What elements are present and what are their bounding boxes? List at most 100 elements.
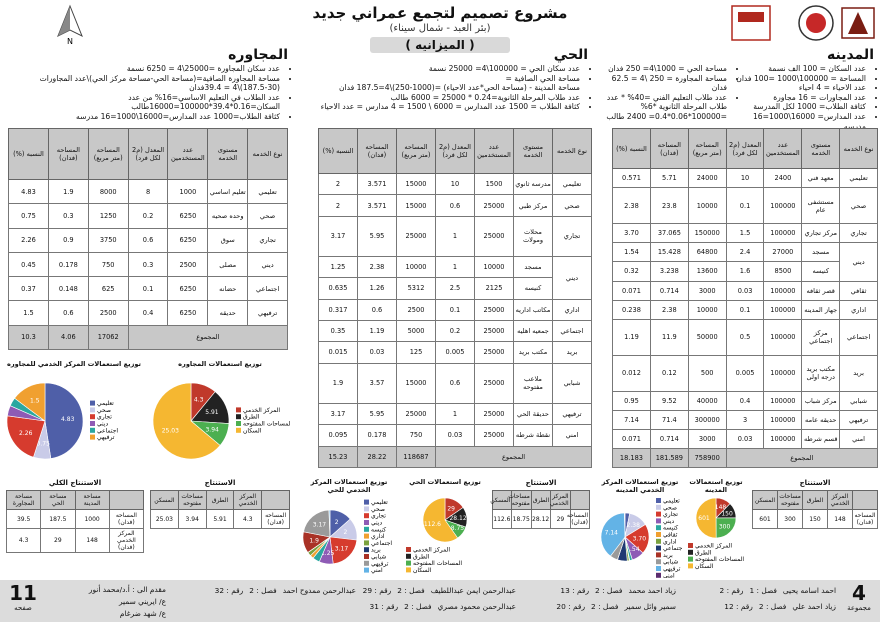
table-cell: 1250: [87, 203, 129, 229]
service-type: تعليمي: [247, 179, 288, 205]
table-cell: 0.9: [47, 227, 89, 253]
table-cell: 37.065: [649, 223, 689, 244]
table-cell: 0.6: [127, 227, 169, 253]
slice-label: 3.94: [205, 427, 219, 434]
table-cell: 1.9: [47, 179, 89, 205]
student-number: رقم : 20: [556, 602, 586, 611]
table-cell: مركز شباب: [801, 390, 841, 411]
table-cell: محلات ومولات: [513, 215, 553, 257]
table-cell: 8: [127, 179, 169, 205]
total-cell: 17062: [87, 324, 129, 351]
table-cell: 9.52: [649, 390, 689, 411]
service-type: صحي: [552, 194, 592, 217]
service-type: صحي: [247, 203, 288, 229]
table-row: امني نقطة شرطه 25000 0.03 750 0.178 0.095: [318, 424, 592, 447]
table-cell: 0.4: [725, 390, 765, 411]
table-cell: 2.26: [8, 227, 49, 253]
table-cell: 2.38: [612, 187, 651, 225]
value-cell: 18.75: [511, 509, 532, 529]
table-cell: 100000: [763, 187, 803, 225]
table-cell: 8500: [763, 261, 803, 282]
service-table: نوع الخدمه مستوى الخدمه عدد المستخدمين المع…: [8, 127, 289, 351]
table-cell: 10000: [687, 187, 727, 225]
students: احمد اسامه يحيى فصل : 1 رقم : 2 زياد احمد ع…: [196, 586, 836, 618]
table-cell: 25000: [396, 215, 436, 257]
table-cell: 3.571: [357, 173, 397, 196]
table-cell: مدرسه ثانوي: [513, 173, 553, 196]
supervisors: مقدم الى : أ.د/محمد أنور ع/ ايريني سمير ع/…: [46, 584, 166, 620]
service-type: تجاري: [839, 223, 878, 244]
bullet: مساحة الحي = 1000\4= 250 فدان: [596, 64, 727, 74]
total-cell: 758900: [687, 447, 727, 469]
table-cell: 0.071: [612, 428, 651, 449]
table-cell: تعليم اساسي: [207, 179, 249, 205]
student-name: عبدالرحمن محمود مصري: [437, 602, 516, 611]
slice-label: 28.12: [449, 515, 466, 522]
bullet: مساحة المجاورة = 250 \4 = 62.5 فدان: [596, 74, 727, 93]
student-name: عبدالرحمن ايمن عبداللطيف: [430, 586, 516, 595]
service-type: اجتماعي: [839, 318, 878, 356]
table-cell: 50000: [687, 318, 727, 356]
bullet-line: عدد المجاورات = 16 مجاورة: [773, 92, 866, 102]
bullet: عدد الطلاب في التعليم الاساسي=16% من عدد…: [4, 93, 280, 112]
header-row: المركز الخدمي الطرق مساحات مفتوحه المسكن: [490, 490, 591, 510]
slice-label: 148: [715, 504, 727, 511]
table-cell: 1.19: [357, 319, 397, 343]
bullet: مساحة المجاورة الصافية=(مساحة الحي-مساحة…: [4, 74, 280, 93]
table-cell: حديقه عامه: [801, 409, 841, 430]
table-cell: 6250: [167, 227, 209, 253]
value-cell: 601: [752, 509, 778, 529]
service-type: تعليمي: [839, 168, 878, 189]
table-cell: 0.2: [435, 319, 475, 343]
column-header: مساحة المجاورة: [5, 490, 42, 510]
table-cell: 0.005: [725, 354, 765, 392]
column-header: النسبه (%): [318, 127, 358, 175]
table-cell: 25000: [474, 402, 514, 426]
pie-svg: 223.171.251.93.17تعليميصحيتجاريدينيكنيسه…: [302, 499, 392, 574]
legend-label: صحي: [371, 506, 385, 513]
section-label: ( الميزانيه ): [370, 37, 510, 53]
pie-slice: [422, 497, 459, 543]
table-cell: 25000: [474, 215, 514, 257]
table-cell: 3.238: [649, 261, 689, 282]
legend-label: صحي: [663, 504, 677, 511]
legend-swatch: [688, 543, 693, 548]
legend-label: شبابي: [371, 554, 386, 561]
legend-swatch: [656, 559, 661, 565]
table-cell: مركز اجتماعي: [801, 318, 841, 356]
legend-swatch: [406, 567, 411, 573]
table-cell: 1: [435, 215, 475, 257]
student-name: زياد احمد علي: [792, 602, 836, 611]
table-row: ديني مسجد 10000 1 10000 2.38 1.25: [318, 255, 592, 300]
bullet-line: كثافة الطلاب= 1000 لكل المدرسة: [753, 102, 866, 112]
table-row: ترفيهي حديقة الحي 25000 1 25000 5.95 3.17: [318, 402, 592, 426]
table-cell: 0.03: [725, 280, 765, 301]
section-title: المجاوره: [228, 47, 288, 63]
slice-label: 1.54: [626, 546, 640, 553]
legend-swatch: [364, 554, 369, 559]
service-type: ديني: [839, 242, 878, 282]
table-cell: 0.03: [725, 428, 765, 449]
corner-cell: [261, 490, 290, 510]
column-header: المساحه (متر مربع): [396, 127, 436, 175]
column-header: مساحة المدينة: [74, 490, 110, 510]
bullet-line: عدد السكان = 100 الف نسمة: [768, 64, 866, 73]
table-cell: 0.178: [357, 424, 397, 447]
bullet-line: عدد سكان المجاورة =25000\4 = 6250 نسمة: [126, 64, 280, 73]
table-row: ديني مصلى 2500 0.3 750 0.178 0.45: [8, 251, 288, 278]
table-cell: 625: [87, 276, 129, 302]
slice-label: 5.91: [205, 409, 219, 416]
table-cell: 71.4: [649, 409, 689, 430]
header-row: نوع الخدمه مستوى الخدمه عدد المستخدمين المع…: [318, 127, 592, 175]
table-cell: 15.428: [649, 242, 689, 263]
value-cell: 25.03: [150, 509, 179, 529]
table-row: اجتماعي مركز اجتماعي 100000 0.5 50000 11.9 1.1…: [612, 318, 878, 356]
bullet: عدد طلاب التعليم الفني =40% * عدد طلاب ا…: [596, 93, 727, 122]
table-cell: 0.5: [725, 318, 765, 356]
pie-svg: 4.35.91 3.94 25.03 المركز الخدميالطرقالمساح…: [152, 382, 290, 460]
value-cell: 187.5: [40, 509, 76, 529]
table-cell: 10: [725, 168, 765, 189]
slice-label: 3.17: [313, 522, 327, 529]
legend-swatch: [656, 552, 661, 558]
